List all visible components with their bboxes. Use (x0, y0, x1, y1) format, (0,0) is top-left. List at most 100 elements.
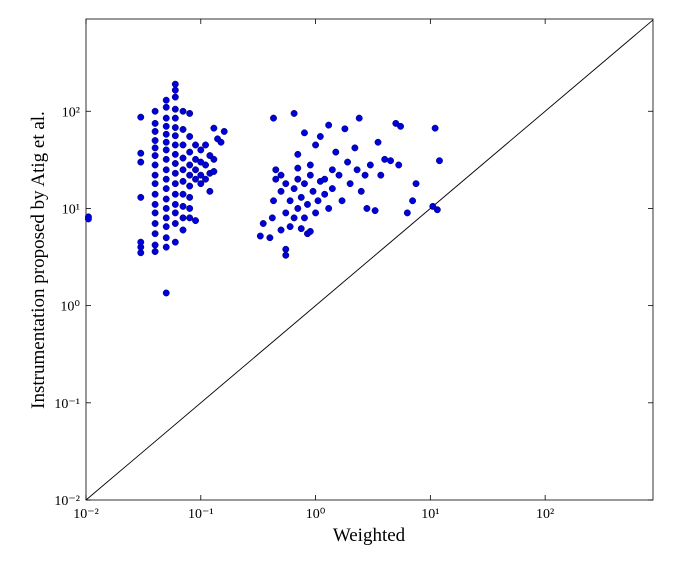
data-point (206, 187, 214, 195)
data-point (151, 127, 159, 135)
data-point (294, 150, 302, 158)
data-point (431, 124, 439, 132)
data-point (371, 207, 379, 215)
data-point (344, 158, 352, 166)
data-point (314, 197, 322, 205)
data-point (151, 248, 159, 256)
data-point (162, 114, 170, 122)
data-point (395, 161, 403, 169)
data-point (306, 171, 314, 179)
x-tick-label: 10² (536, 507, 554, 522)
data-point (312, 209, 320, 217)
data-point (286, 223, 294, 231)
x-axis-label: Weighted (333, 525, 406, 546)
data-point (162, 138, 170, 146)
data-point (179, 141, 187, 149)
data-point (186, 214, 194, 222)
data-point (162, 204, 170, 212)
data-point (179, 202, 187, 210)
data-point (321, 175, 329, 183)
data-point (397, 122, 405, 130)
reference-line (85, 19, 654, 501)
data-point (272, 166, 280, 174)
data-point (341, 125, 349, 133)
data-point (197, 171, 205, 179)
data-point (377, 171, 385, 179)
data-point (282, 209, 290, 217)
data-point (171, 209, 179, 217)
data-point (151, 152, 159, 160)
data-point (192, 175, 199, 183)
data-point (151, 107, 159, 115)
data-point (277, 171, 285, 179)
data-point (409, 197, 417, 205)
data-point (297, 225, 305, 233)
data-point (210, 168, 218, 175)
data-point (171, 238, 179, 246)
data-point (346, 180, 354, 188)
data-point (353, 166, 361, 174)
data-point (171, 141, 179, 149)
data-point (321, 190, 329, 198)
data-point (151, 180, 159, 188)
data-point (290, 185, 298, 193)
data-point (162, 146, 170, 154)
data-point (151, 161, 159, 169)
data-point (301, 180, 308, 188)
data-point (171, 200, 179, 208)
data-point (171, 190, 179, 198)
data-point (151, 137, 159, 144)
data-point (256, 232, 264, 240)
data-point (186, 148, 194, 156)
data-point (137, 193, 145, 201)
data-point (282, 251, 290, 259)
data-point (282, 245, 290, 253)
data-point (171, 220, 179, 227)
data-point (282, 180, 290, 188)
data-point (179, 107, 187, 115)
data-point (220, 127, 228, 135)
data-point (171, 132, 179, 140)
data-point (328, 166, 336, 174)
data-point (338, 197, 346, 205)
data-point (137, 238, 145, 246)
data-point (151, 190, 159, 198)
data-point (162, 195, 170, 203)
data-point (171, 80, 179, 88)
data-point (335, 171, 343, 179)
data-point (162, 130, 170, 138)
data-point (325, 204, 333, 212)
data-point (162, 234, 170, 242)
data-point (192, 166, 199, 174)
data-point (171, 180, 179, 188)
data-point (137, 158, 145, 166)
data-point (137, 149, 145, 157)
data-point (202, 141, 209, 149)
y-axis-label: Instrumentation proposed by Atig et al. (28, 111, 49, 409)
data-point (162, 103, 170, 111)
data-point (171, 150, 179, 158)
data-point (179, 177, 187, 185)
data-point (363, 204, 371, 212)
data-point (366, 161, 374, 169)
x-tick-label: 10⁻¹ (188, 507, 214, 522)
data-point (217, 138, 225, 146)
data-point (162, 289, 170, 297)
data-point (151, 220, 159, 227)
data-point (304, 200, 311, 208)
data-point (381, 155, 389, 163)
data-point (309, 187, 317, 195)
data-point (162, 223, 170, 231)
data-point (162, 155, 170, 163)
data-point (259, 220, 267, 227)
data-point (210, 124, 218, 132)
data-point (162, 243, 170, 251)
data-point (179, 125, 187, 133)
data-point (171, 169, 179, 177)
data-point (197, 180, 205, 188)
data-point (171, 114, 179, 122)
data-point (179, 190, 187, 198)
data-point (171, 93, 179, 101)
data-point (351, 144, 359, 152)
data-point (290, 214, 298, 222)
